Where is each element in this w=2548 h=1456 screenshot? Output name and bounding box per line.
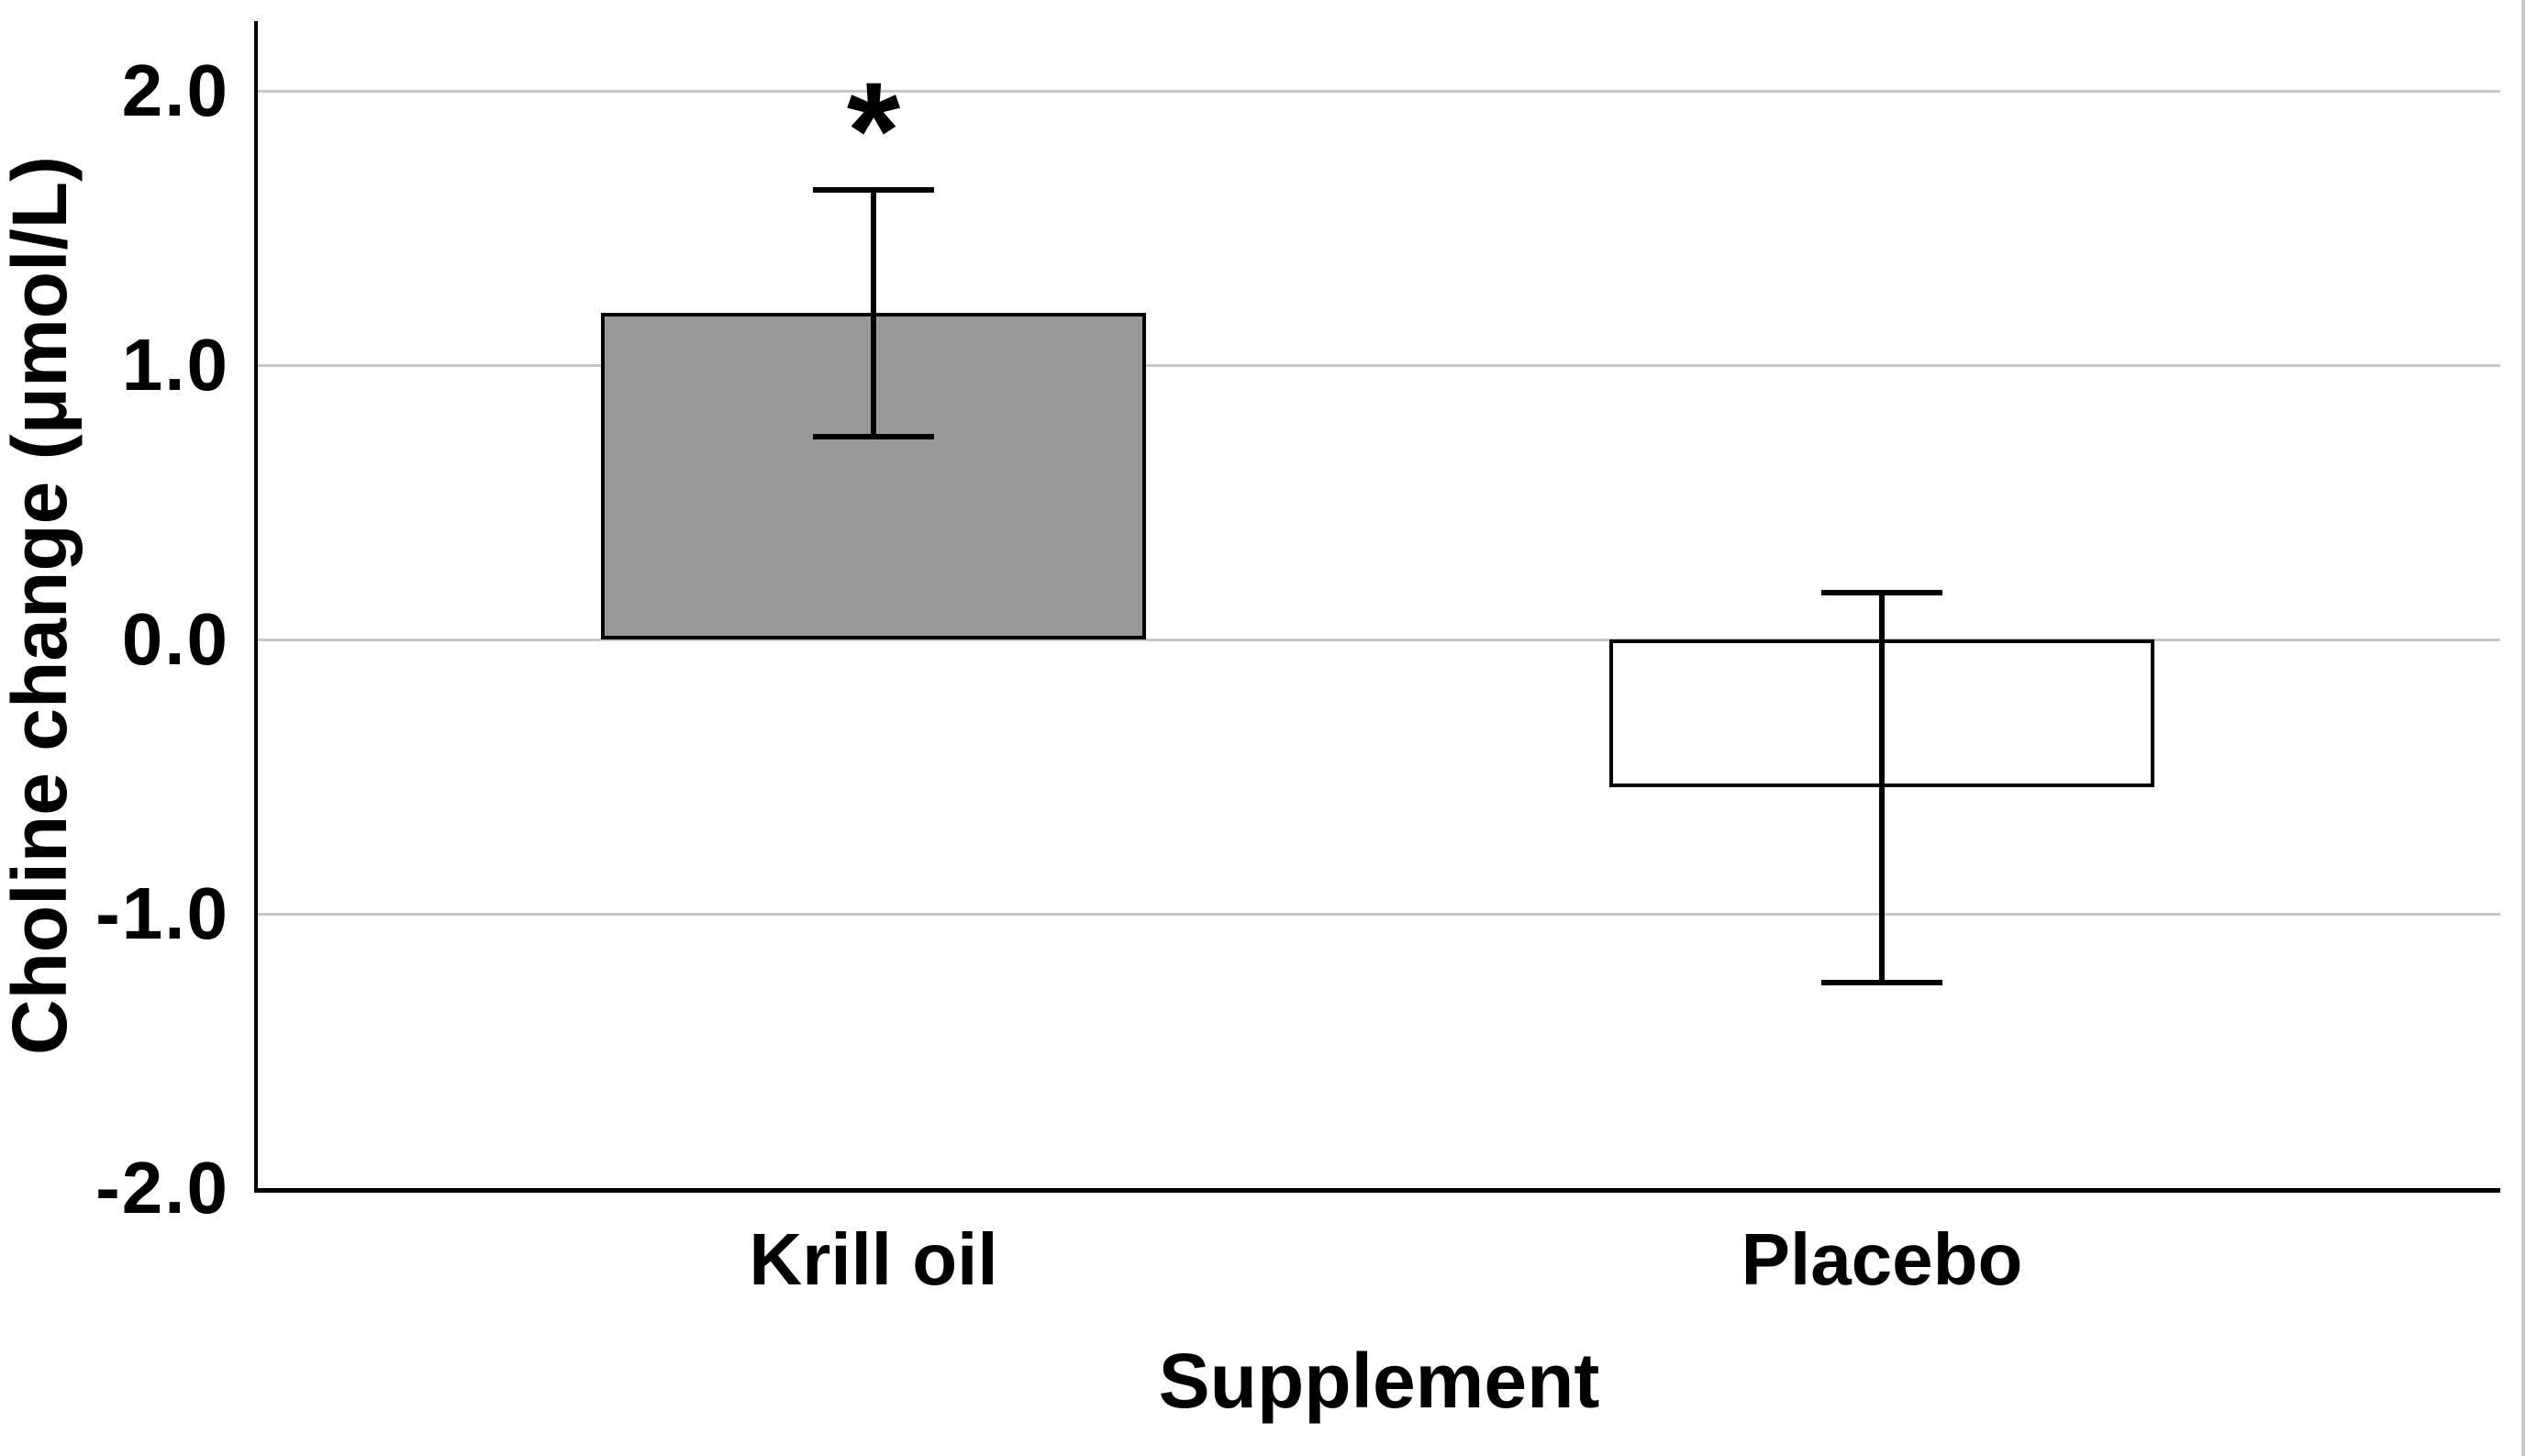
y-tick-label-neg1: -1.0: [95, 872, 229, 954]
error-bar-line: [1879, 590, 1885, 985]
error-bar-cap-top: [813, 186, 934, 193]
gridline: [258, 363, 2500, 367]
y-tick-label-2: 2.0: [121, 50, 229, 131]
error-bar-line: [871, 186, 876, 439]
x-axis-title: Supplement: [1158, 1338, 1600, 1424]
gridline: [258, 912, 2500, 916]
gridline: [258, 638, 2500, 641]
y-tick-label-0: 0.0: [121, 598, 229, 680]
error-bar-cap-top: [1821, 590, 1942, 596]
x-category-label-krill-oil: Krill oil: [749, 1218, 998, 1300]
y-tick-label-neg2: -2.0: [95, 1147, 229, 1228]
figure-right-border: [2521, 0, 2525, 1456]
error-bar-placebo: [1821, 590, 1942, 985]
plot-area: *: [254, 21, 2500, 1193]
gridline: [258, 89, 2500, 93]
error-bar-krill-oil: [813, 186, 934, 439]
error-bar-cap-bottom: [813, 433, 934, 439]
y-tick-label-1: 1.0: [121, 324, 229, 406]
x-category-label-placebo: Placebo: [1741, 1218, 2023, 1300]
error-bar-cap-bottom: [1821, 979, 1942, 985]
significance-asterisk: *: [846, 52, 901, 207]
